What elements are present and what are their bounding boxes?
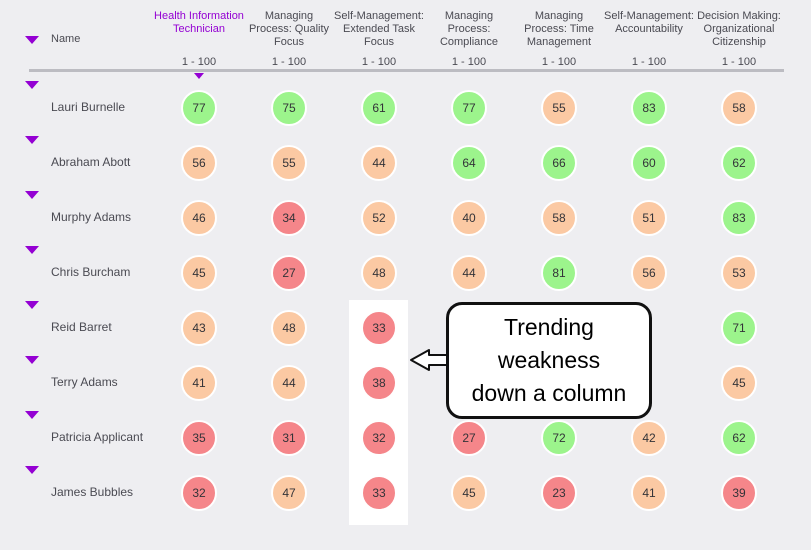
score-badge: 62 — [721, 145, 757, 181]
score-badge: 32 — [361, 420, 397, 456]
name-column-header[interactable]: Name — [51, 33, 81, 45]
score-badge: 64 — [451, 145, 487, 181]
column-range-label: 1 - 100 — [541, 56, 577, 68]
column-header[interactable]: Managing Process: Time Management — [524, 10, 594, 48]
score-badge: 48 — [271, 310, 307, 346]
score-badge: 42 — [631, 420, 667, 456]
score-badge: 35 — [181, 420, 217, 456]
column-header[interactable]: Decision Making: Organizational Citizens… — [697, 10, 781, 48]
score-badge: 31 — [271, 420, 307, 456]
row-expand-caret-icon[interactable] — [25, 301, 39, 309]
score-badge: 62 — [721, 420, 757, 456]
candidate-name[interactable]: Abraham Abott — [51, 155, 131, 169]
score-badge: 61 — [361, 90, 397, 126]
active-sort-caret-icon — [194, 73, 204, 79]
score-badge: 45 — [451, 475, 487, 511]
score-badge: 27 — [451, 420, 487, 456]
score-badge: 44 — [451, 255, 487, 291]
candidate-name[interactable]: Murphy Adams — [51, 210, 132, 224]
column-header[interactable]: Self-Management: Accountability — [604, 10, 694, 35]
score-badge: 44 — [271, 365, 307, 401]
score-badge: 32 — [181, 475, 217, 511]
score-badge: 47 — [271, 475, 307, 511]
score-badge: 58 — [541, 200, 577, 236]
score-badge: 55 — [541, 90, 577, 126]
score-badge: 34 — [271, 200, 307, 236]
score-badge: 60 — [631, 145, 667, 181]
score-badge: 33 — [361, 310, 397, 346]
score-badge: 83 — [721, 200, 757, 236]
score-badge: 48 — [361, 255, 397, 291]
score-badge: 55 — [271, 145, 307, 181]
score-badge: 66 — [541, 145, 577, 181]
score-badge: 53 — [721, 255, 757, 291]
callout-line: down a column — [471, 380, 627, 406]
name-sort-caret-icon[interactable] — [25, 36, 39, 44]
score-badge: 39 — [721, 475, 757, 511]
column-header[interactable]: Managing Process: Compliance — [439, 10, 499, 48]
score-badge: 51 — [631, 200, 667, 236]
score-badge: 38 — [361, 365, 397, 401]
row-expand-caret-icon[interactable] — [25, 81, 39, 89]
score-badge: 46 — [181, 200, 217, 236]
candidate-name[interactable]: Chris Burcham — [51, 265, 131, 279]
column-header[interactable]: Health Information Technician — [154, 10, 244, 35]
score-badge: 77 — [451, 90, 487, 126]
score-badge: 52 — [361, 200, 397, 236]
score-badge: 45 — [721, 365, 757, 401]
row-expand-caret-icon[interactable] — [25, 136, 39, 144]
score-badge: 33 — [361, 475, 397, 511]
candidate-name[interactable]: Terry Adams — [51, 375, 118, 389]
score-badge: 75 — [271, 90, 307, 126]
score-badge: 56 — [181, 145, 217, 181]
column-range-label: 1 - 100 — [451, 56, 487, 68]
row-expand-caret-icon[interactable] — [25, 466, 39, 474]
score-badge: 56 — [631, 255, 667, 291]
candidate-name[interactable]: Patricia Applicant — [51, 430, 144, 444]
column-header[interactable]: Self-Management: Extended Task Focus — [334, 10, 424, 48]
score-badge: 72 — [541, 420, 577, 456]
column-range-label: 1 - 100 — [631, 56, 667, 68]
column-range-label: 1 - 100 — [271, 56, 307, 68]
callout-line: weakness — [497, 347, 601, 373]
column-range-label: 1 - 100 — [721, 56, 757, 68]
row-expand-caret-icon[interactable] — [25, 356, 39, 364]
row-expand-caret-icon[interactable] — [25, 191, 39, 199]
candidate-name[interactable]: Reid Barret — [51, 320, 112, 334]
score-badge: 23 — [541, 475, 577, 511]
column-header[interactable]: Managing Process: Quality Focus — [248, 10, 330, 48]
column-range-label: 1 - 100 — [181, 56, 217, 68]
candidate-name[interactable]: Lauri Burnelle — [51, 100, 126, 114]
row-expand-caret-icon[interactable] — [25, 411, 39, 419]
column-range-label: 1 - 100 — [361, 56, 397, 68]
callout-bubble: Trending weakness down a column — [446, 302, 652, 419]
score-badge: 41 — [631, 475, 667, 511]
row-expand-caret-icon[interactable] — [25, 246, 39, 254]
score-badge: 44 — [361, 145, 397, 181]
score-badge: 77 — [181, 90, 217, 126]
header-divider — [29, 69, 784, 72]
score-badge: 45 — [181, 255, 217, 291]
score-badge: 40 — [451, 200, 487, 236]
score-badge: 58 — [721, 90, 757, 126]
candidate-name[interactable]: James Bubbles — [51, 485, 134, 499]
score-badge: 81 — [541, 255, 577, 291]
score-badge: 43 — [181, 310, 217, 346]
score-badge: 27 — [271, 255, 307, 291]
score-badge: 71 — [721, 310, 757, 346]
score-badge: 41 — [181, 365, 217, 401]
callout-line: Trending — [504, 314, 594, 340]
score-badge: 83 — [631, 90, 667, 126]
